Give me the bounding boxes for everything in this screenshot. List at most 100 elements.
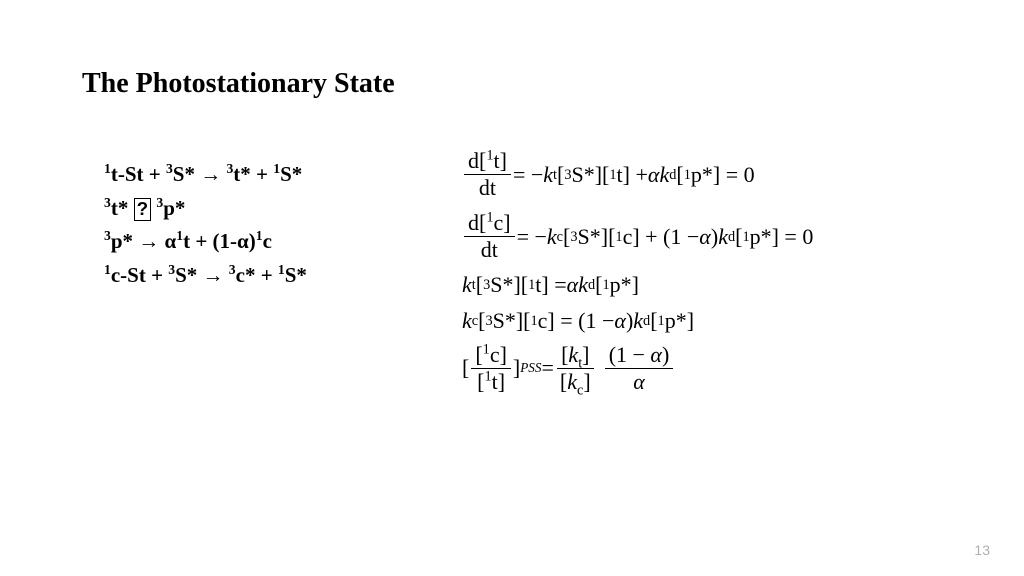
eq-text: c]: [490, 342, 507, 367]
sup: 1: [484, 369, 491, 385]
eq-text: [: [462, 355, 469, 381]
sup-1: 1: [104, 262, 111, 277]
k-symbol: k: [567, 369, 577, 394]
fraction: (1 − α) α: [605, 342, 674, 396]
eq-text: [: [735, 224, 742, 250]
rxn-text: t-St +: [111, 162, 166, 186]
eq-text: [: [557, 162, 564, 188]
rxn-text: c* +: [236, 263, 278, 287]
eq-text: S*][: [490, 272, 528, 298]
alpha-symbol: α: [614, 308, 626, 334]
eq-text: c] = (1 −: [538, 308, 615, 334]
k-symbol: k: [462, 308, 472, 334]
fraction: [kt] [kc]: [556, 342, 595, 396]
sup: 1: [483, 341, 490, 357]
eq-text: [: [563, 224, 570, 250]
k-symbol: k: [578, 272, 588, 298]
eq-text: dt: [477, 237, 502, 263]
eq-text: p*]: [665, 308, 694, 334]
eq-text: ): [711, 224, 718, 250]
arrow-icon: →: [138, 229, 159, 253]
rxn-text: t* +: [233, 162, 273, 186]
eq-text: d[: [468, 210, 486, 235]
equation-4: kc[3S*][1c] = (1 − α)kd[1p*]: [462, 308, 813, 334]
rxn-text: c: [263, 229, 272, 253]
alpha-symbol: α: [699, 224, 711, 250]
alpha-symbol: α: [648, 162, 660, 188]
rxn-text: ): [249, 229, 256, 253]
eq-text: ]: [583, 369, 590, 394]
eq-text: S*][: [493, 308, 531, 334]
k-symbol: k: [568, 342, 578, 367]
page-title: The Photostationary State: [82, 68, 395, 100]
eq-text: p*]: [610, 272, 639, 298]
reaction-line-4: 1c-St + 3S* → 3c* + 1S*: [104, 259, 307, 293]
alpha-symbol: α: [633, 369, 645, 394]
k-symbol: k: [718, 224, 728, 250]
rxn-text: c-St +: [111, 263, 168, 287]
fraction: [1c] [1t]: [471, 342, 511, 396]
eq-text: S*][: [578, 224, 616, 250]
fraction: d[1c] dt: [464, 210, 515, 264]
eq-text: t] =: [535, 272, 566, 298]
eq-text: c] + (1 −: [623, 224, 700, 250]
equation-3: kt[3S*][1t] = αkd[1p*]: [462, 272, 813, 298]
k-symbol: k: [633, 308, 643, 334]
rxn-text: p*: [163, 196, 185, 220]
eq-text: d[: [468, 148, 486, 173]
alpha-symbol: α: [165, 229, 177, 253]
eq-text: S*][: [572, 162, 610, 188]
alpha-symbol: α: [567, 272, 579, 298]
eq-text: [: [595, 272, 602, 298]
rxn-text: p*: [111, 229, 138, 253]
sup-3: 3: [104, 228, 111, 243]
sup-3: 3: [104, 195, 111, 210]
rxn-text: S*: [285, 263, 307, 287]
equation-1: d[1t] dt = −kt[3S*][1t] + αkd[1p*] = 0: [462, 148, 813, 202]
page-number: 13: [974, 542, 990, 558]
reaction-line-1: 1t-St + 3S* → 3t* + 1S*: [104, 158, 307, 192]
rxn-text: t + (1-: [183, 229, 237, 253]
sup-3: 3: [229, 262, 236, 277]
eq-text: = −: [517, 224, 547, 250]
eq-text: [: [475, 342, 482, 367]
eq-text: p*] = 0: [691, 162, 755, 188]
eq-text: t]: [492, 369, 505, 394]
eq-text: [: [676, 162, 683, 188]
k-symbol: k: [462, 272, 472, 298]
sup-3: 3: [166, 161, 173, 176]
sup-1: 1: [278, 262, 285, 277]
eq-text: (1 −: [609, 342, 651, 367]
reaction-line-2: 3t* ? 3p*: [104, 192, 307, 226]
eq-text: [: [650, 308, 657, 334]
reaction-line-3: 3p* → α1t + (1-α)1c: [104, 225, 307, 259]
alpha-symbol: α: [650, 342, 662, 367]
eq-text: =: [541, 355, 553, 381]
sup-1: 1: [104, 161, 111, 176]
eq-text: ]: [582, 342, 589, 367]
rxn-text: t*: [111, 196, 134, 220]
sup-1: 1: [256, 228, 263, 243]
eq-text: t]: [493, 148, 506, 173]
equation-5: [ [1c] [1t] ]PSS = [kt] [kc] (1 − α) α: [462, 342, 813, 396]
eq-text: t] +: [617, 162, 648, 188]
rxn-text: S*: [175, 263, 202, 287]
reaction-scheme: 1t-St + 3S* → 3t* + 1S* 3t* ? 3p* 3p* → …: [104, 158, 307, 292]
k-symbol: k: [547, 224, 557, 250]
k-symbol: k: [659, 162, 669, 188]
eq-text: ): [662, 342, 669, 367]
box-char: ?: [134, 198, 152, 221]
rxn-text: S*: [173, 162, 200, 186]
rxn-text: S*: [280, 162, 302, 186]
eq-text: c]: [493, 210, 510, 235]
eq-text: [: [476, 272, 483, 298]
eq-text: dt: [475, 175, 500, 201]
eq-text: [: [478, 308, 485, 334]
arrow-icon: →: [203, 263, 224, 287]
eq-text: = −: [513, 162, 543, 188]
eq-text: ): [626, 308, 633, 334]
equation-2: d[1c] dt = −kc[3S*][1c] + (1 − α)kd[1p*]…: [462, 210, 813, 264]
arrow-icon: →: [200, 162, 221, 186]
alpha-symbol: α: [237, 229, 249, 253]
k-symbol: k: [543, 162, 553, 188]
